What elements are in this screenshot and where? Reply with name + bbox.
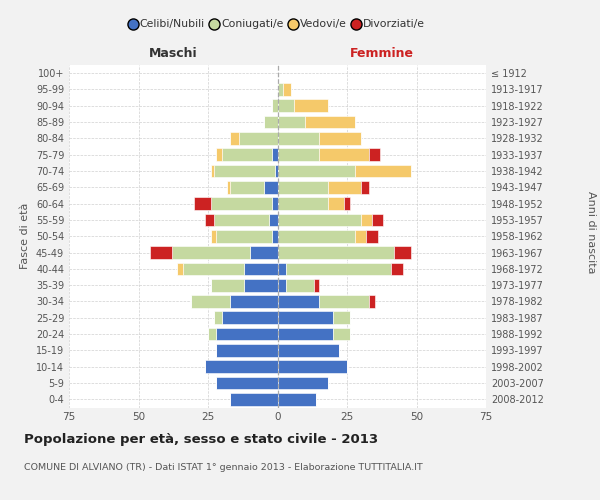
Bar: [217, 376, 277, 390]
Bar: [191, 295, 230, 308]
Bar: [355, 164, 411, 177]
Bar: [277, 376, 328, 390]
Bar: [333, 312, 350, 324]
Bar: [244, 262, 277, 275]
Bar: [272, 230, 277, 242]
Bar: [277, 164, 355, 177]
Bar: [277, 230, 355, 242]
Bar: [172, 246, 250, 259]
Bar: [272, 198, 277, 210]
Bar: [211, 279, 244, 291]
Bar: [333, 328, 350, 340]
Legend: Celibi/Nubili, Coniugati/e, Vedovi/e, Divorziati/e: Celibi/Nubili, Coniugati/e, Vedovi/e, Di…: [128, 18, 427, 32]
Bar: [194, 198, 211, 210]
Bar: [214, 164, 275, 177]
Text: Popolazione per età, sesso e stato civile - 2013: Popolazione per età, sesso e stato civil…: [24, 432, 378, 446]
Bar: [277, 279, 286, 291]
Bar: [211, 164, 214, 177]
Bar: [230, 132, 239, 145]
Bar: [277, 148, 319, 161]
Bar: [211, 230, 217, 242]
Bar: [277, 214, 361, 226]
Bar: [277, 344, 338, 357]
Text: Anni di nascita: Anni di nascita: [586, 191, 596, 274]
Bar: [314, 279, 319, 291]
Bar: [319, 132, 361, 145]
Bar: [214, 214, 269, 226]
Bar: [277, 360, 347, 373]
Bar: [217, 344, 277, 357]
Bar: [372, 214, 383, 226]
Bar: [344, 198, 350, 210]
Bar: [277, 198, 328, 210]
Bar: [239, 132, 277, 145]
Bar: [283, 83, 292, 96]
Bar: [328, 198, 344, 210]
Bar: [222, 148, 272, 161]
Bar: [369, 295, 375, 308]
Bar: [286, 279, 314, 291]
Bar: [277, 393, 316, 406]
Bar: [269, 214, 277, 226]
Bar: [244, 279, 277, 291]
Bar: [208, 328, 217, 340]
Text: Maschi: Maschi: [149, 47, 197, 60]
Bar: [367, 230, 377, 242]
Bar: [205, 214, 214, 226]
Bar: [230, 295, 277, 308]
Bar: [277, 328, 333, 340]
Bar: [183, 262, 244, 275]
Bar: [227, 181, 230, 194]
Bar: [263, 116, 277, 128]
Bar: [286, 262, 391, 275]
Bar: [217, 148, 222, 161]
Bar: [230, 181, 263, 194]
Bar: [361, 214, 372, 226]
Bar: [217, 328, 277, 340]
Text: Femmine: Femmine: [350, 47, 414, 60]
Text: COMUNE DI ALVIANO (TR) - Dati ISTAT 1° gennaio 2013 - Elaborazione TUTTITALIA.IT: COMUNE DI ALVIANO (TR) - Dati ISTAT 1° g…: [24, 462, 423, 471]
Bar: [277, 116, 305, 128]
Bar: [277, 181, 328, 194]
Bar: [277, 295, 319, 308]
Bar: [319, 295, 369, 308]
Bar: [277, 83, 283, 96]
Bar: [394, 246, 411, 259]
Y-axis label: Fasce di età: Fasce di età: [20, 203, 30, 270]
Bar: [250, 246, 277, 259]
Bar: [277, 132, 319, 145]
Bar: [230, 393, 277, 406]
Bar: [361, 181, 369, 194]
Bar: [391, 262, 403, 275]
Bar: [272, 148, 277, 161]
Bar: [305, 116, 355, 128]
Bar: [277, 100, 294, 112]
Bar: [328, 181, 361, 194]
Bar: [277, 312, 333, 324]
Bar: [355, 230, 367, 242]
Bar: [277, 262, 286, 275]
Bar: [211, 198, 272, 210]
Bar: [263, 181, 277, 194]
Bar: [149, 246, 172, 259]
Bar: [275, 164, 277, 177]
Bar: [319, 148, 369, 161]
Bar: [294, 100, 328, 112]
Bar: [272, 100, 277, 112]
Bar: [369, 148, 380, 161]
Bar: [205, 360, 277, 373]
Bar: [222, 312, 277, 324]
Bar: [217, 230, 272, 242]
Bar: [214, 312, 222, 324]
Bar: [178, 262, 183, 275]
Bar: [277, 246, 394, 259]
